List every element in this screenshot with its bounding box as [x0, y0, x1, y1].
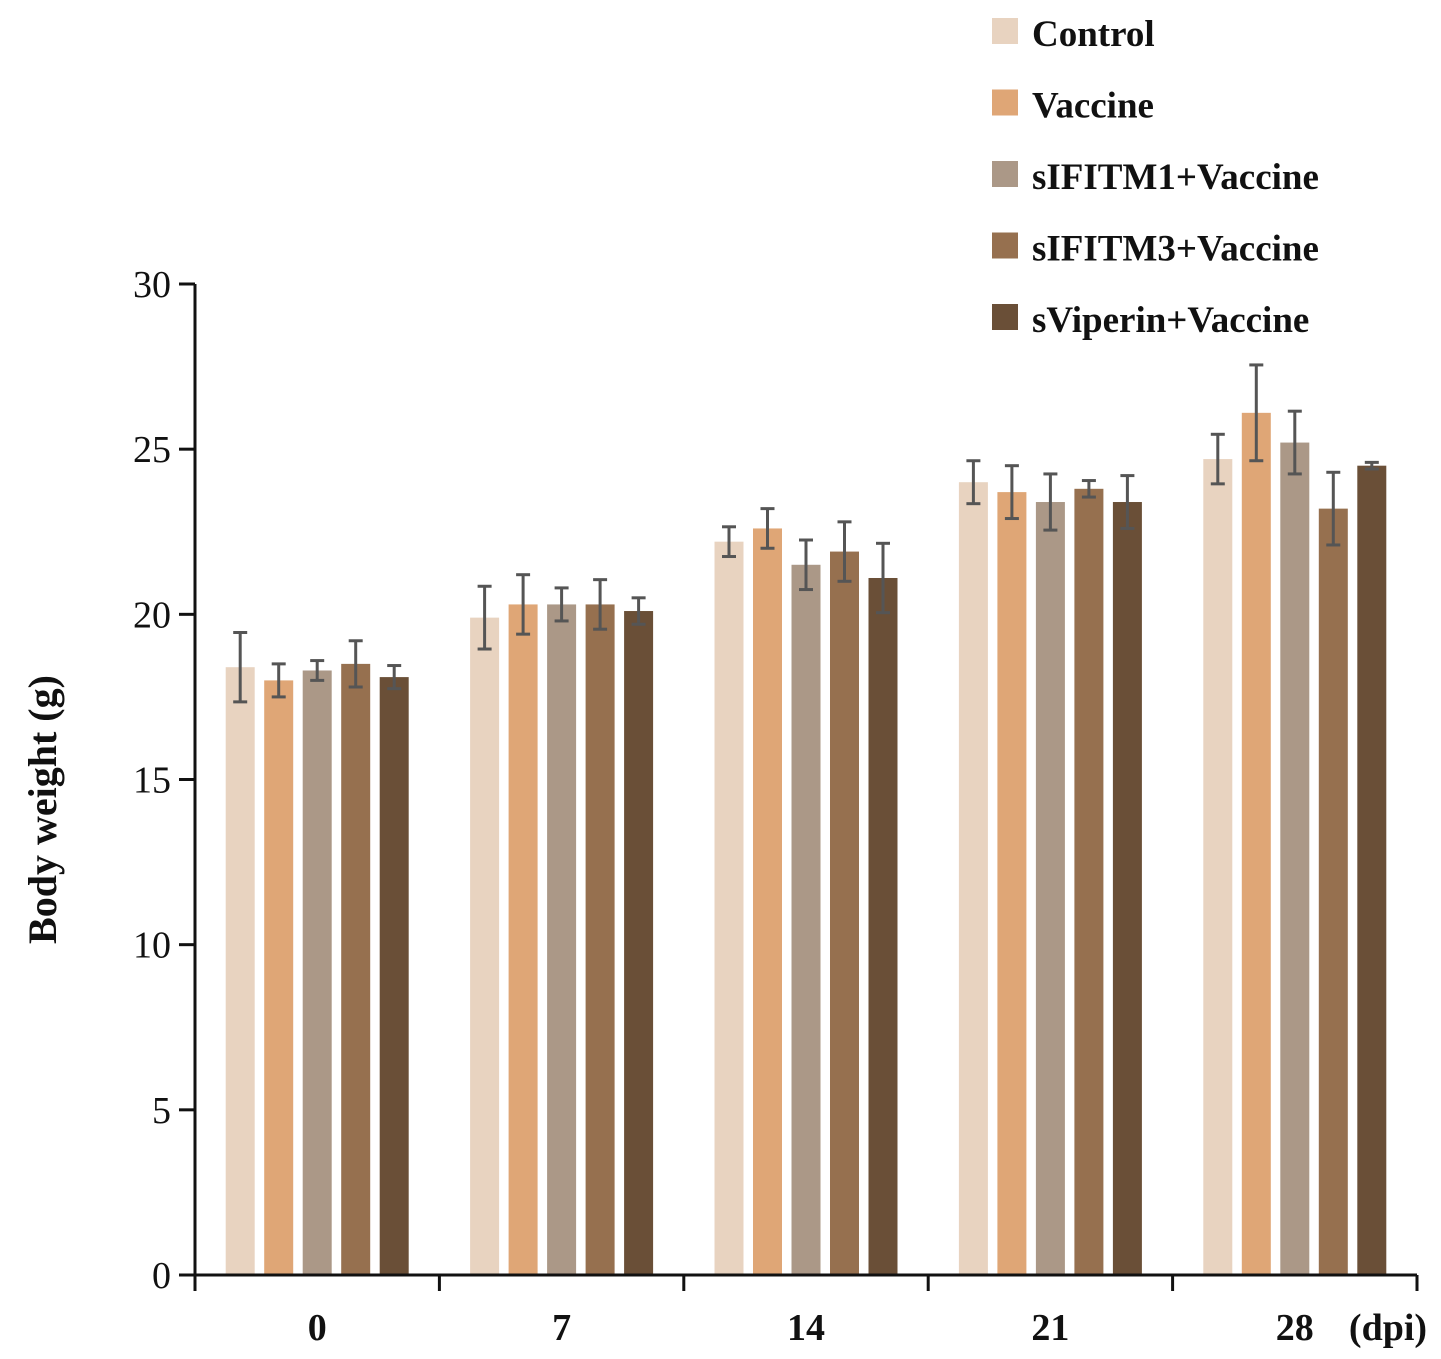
y-tick-label: 10 — [133, 925, 171, 967]
bar — [791, 564, 821, 1275]
bar — [302, 670, 332, 1275]
bar — [508, 604, 538, 1275]
bar — [714, 541, 744, 1275]
legend-swatch — [992, 161, 1018, 187]
y-tick-label: 20 — [133, 594, 171, 636]
y-tick-label: 0 — [152, 1255, 171, 1297]
x-tick-label: 7 — [552, 1307, 571, 1349]
bar — [379, 677, 409, 1275]
y-axis-title: Body weight (g) — [20, 675, 65, 944]
bar — [1280, 442, 1310, 1275]
y-tick-label: 30 — [133, 264, 171, 306]
bar — [624, 611, 654, 1275]
bar — [1074, 488, 1104, 1276]
bar — [1035, 502, 1065, 1275]
x-ticks-group: 0 7 14 21 28 — [193, 1275, 1419, 1349]
x-axis-unit-label: (dpi) — [1349, 1307, 1427, 1349]
x-tick-label: 28 — [1276, 1307, 1314, 1349]
bar — [753, 528, 782, 1275]
bar — [547, 604, 577, 1275]
legend-label: sIFITM1+Vaccine — [1032, 157, 1319, 198]
error-bars-group — [233, 363, 1379, 704]
bar — [868, 577, 898, 1275]
bar — [958, 482, 988, 1275]
bar — [225, 667, 255, 1275]
y-tick-label: 5 — [152, 1090, 171, 1132]
bar — [341, 663, 371, 1275]
x-tick-label: 14 — [787, 1307, 825, 1349]
x-tick-label: 21 — [1031, 1307, 1069, 1349]
bar — [830, 551, 859, 1275]
bar — [585, 604, 615, 1275]
x-tick-label: 0 — [308, 1307, 327, 1349]
bar — [1357, 465, 1387, 1275]
legend-swatch — [992, 89, 1018, 116]
bar — [997, 492, 1027, 1275]
bar — [264, 680, 294, 1275]
bar — [1112, 502, 1142, 1275]
legend-label: sViperin+Vaccine — [1032, 300, 1309, 341]
bar — [1318, 508, 1348, 1275]
bar — [1203, 459, 1233, 1275]
legend-swatch — [992, 18, 1018, 44]
legend-label: Control — [1032, 14, 1155, 55]
legend-label: Vaccine — [1032, 86, 1154, 127]
y-tick-label: 25 — [133, 429, 171, 471]
legend-label: sIFITM3+Vaccine — [1032, 229, 1319, 270]
legend-swatch — [992, 304, 1018, 330]
bar — [1241, 412, 1271, 1276]
legend: Control Vaccine sIFITM1+Vaccine sIFITM3+Vac… — [992, 14, 1319, 341]
bars-group — [225, 412, 1387, 1276]
legend-swatch — [992, 232, 1018, 259]
y-ticks-group: 0 5 10 15 20 25 30 — [133, 264, 195, 1297]
bar — [470, 617, 500, 1275]
y-tick-label: 15 — [133, 760, 171, 802]
